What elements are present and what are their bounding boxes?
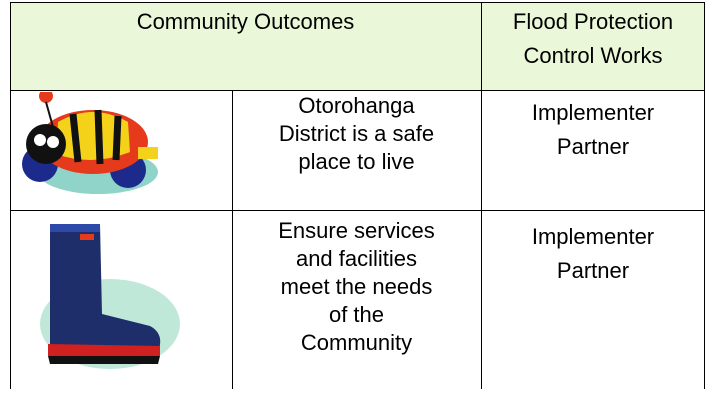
text-line: Implementer <box>531 224 655 249</box>
header-background <box>10 2 705 90</box>
boot-icon <box>40 224 180 369</box>
border <box>232 90 233 389</box>
text-line: of the <box>328 302 385 327</box>
header-works-line: Flood Protection <box>512 9 674 34</box>
text-line: District is a safe <box>278 121 435 146</box>
border <box>10 210 705 211</box>
border <box>10 2 705 3</box>
text-line: Community <box>300 330 413 355</box>
text-line: Partner <box>556 134 630 159</box>
text-line: Partner <box>556 258 630 283</box>
border <box>10 2 11 389</box>
header-works: Flood Protection Control Works <box>481 8 705 70</box>
border <box>704 2 705 389</box>
text-line: and facilities <box>295 246 418 271</box>
text-line: meet the needs <box>280 274 433 299</box>
outcome: Ensure services and facilities meet the ne… <box>232 217 481 357</box>
border <box>10 90 705 91</box>
text-line: Implementer <box>531 100 655 125</box>
text-line: Otorohanga <box>298 93 415 118</box>
roles: Implementer Partner <box>481 96 705 164</box>
text-line: place to live <box>298 149 415 174</box>
border <box>481 2 482 389</box>
header-outcomes: Community Outcomes <box>136 9 355 34</box>
text-line: Ensure services <box>278 218 435 243</box>
bee-toy-icon <box>22 92 158 194</box>
roles: Implementer Partner <box>481 220 705 288</box>
outcome: Otorohanga District is a safe place to liv… <box>232 92 481 176</box>
header-works-line: Control Works <box>523 43 663 68</box>
